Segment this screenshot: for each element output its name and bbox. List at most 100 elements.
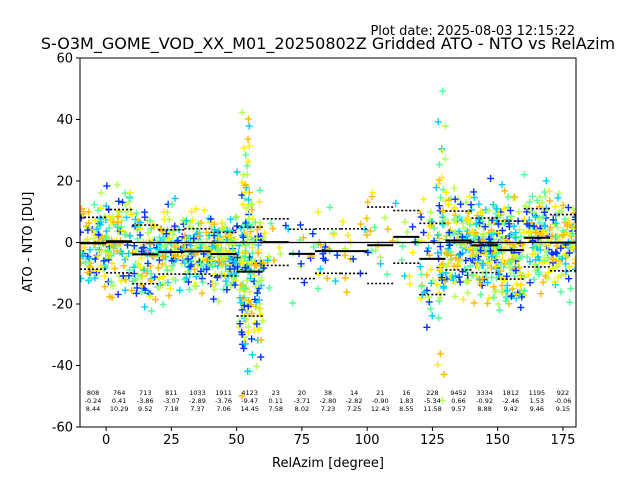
data-point	[558, 243, 566, 251]
data-point	[244, 158, 252, 165]
data-point	[424, 232, 432, 240]
data-point	[97, 218, 105, 226]
data-point	[245, 297, 253, 305]
data-point	[520, 216, 528, 223]
data-point	[114, 219, 122, 227]
data-point	[80, 252, 87, 260]
data-point	[479, 274, 487, 282]
bin-mean: -5.34	[424, 397, 441, 405]
data-point	[394, 237, 401, 245]
data-point	[247, 201, 255, 209]
data-point	[202, 244, 210, 251]
data-point	[134, 235, 142, 243]
bin-label: 808 -0.24 8.44	[85, 389, 102, 413]
data-point	[241, 264, 249, 272]
data-point	[372, 246, 380, 254]
data-point	[105, 224, 113, 232]
bin-std: 14.45	[240, 405, 259, 413]
data-point	[241, 188, 249, 196]
data-point	[248, 335, 256, 343]
data-point	[80, 275, 85, 283]
y-tick-label: 20	[56, 175, 73, 190]
bin-std: 8.44	[86, 405, 100, 413]
bin-count: 922	[557, 389, 569, 397]
data-point	[500, 205, 508, 213]
data-point	[475, 200, 483, 208]
data-point	[399, 242, 407, 250]
data-point	[435, 180, 443, 188]
data-point	[517, 304, 525, 311]
data-point	[86, 275, 94, 283]
data-point	[81, 243, 88, 251]
data-point	[236, 286, 244, 294]
data-point	[539, 226, 547, 234]
data-point	[97, 189, 105, 197]
data-point	[521, 287, 528, 295]
data-point	[158, 260, 166, 268]
data-point	[468, 252, 476, 260]
data-point	[557, 288, 565, 296]
data-point	[487, 264, 495, 272]
data-point	[565, 249, 573, 257]
data-point	[485, 294, 493, 302]
data-point	[138, 288, 146, 296]
data-point	[558, 255, 566, 263]
data-point	[441, 155, 449, 163]
data-point	[501, 260, 509, 267]
data-point	[206, 218, 214, 226]
data-point	[526, 258, 534, 266]
data-point	[130, 242, 138, 250]
data-point	[93, 225, 101, 233]
data-point	[128, 277, 136, 285]
data-point	[473, 250, 481, 258]
data-point	[191, 266, 199, 273]
y-tick-label: -60	[52, 421, 73, 436]
data-point	[245, 122, 253, 130]
data-point	[452, 216, 460, 223]
data-point	[133, 284, 141, 292]
data-point	[128, 287, 136, 294]
data-point	[486, 247, 494, 255]
data-point	[488, 253, 496, 260]
data-point	[138, 254, 145, 262]
data-point	[222, 277, 230, 285]
bin-label: 3334 -0.92 8.88	[476, 389, 493, 413]
bin-count: 14	[350, 389, 358, 397]
data-point	[182, 217, 190, 225]
data-point	[82, 258, 89, 266]
data-point	[462, 198, 470, 206]
data-point	[156, 284, 164, 292]
data-point	[482, 206, 490, 214]
data-point	[477, 247, 485, 254]
bin-mean: -0.90	[372, 397, 389, 405]
data-point	[195, 232, 202, 240]
data-point	[121, 231, 129, 239]
bin-std: 8.88	[477, 405, 491, 413]
data-point	[435, 161, 443, 168]
data-point	[192, 205, 200, 213]
data-point	[85, 262, 93, 270]
data-point	[132, 289, 140, 297]
data-point	[364, 249, 372, 256]
bin-label: 764 0.41 10.29	[110, 389, 129, 413]
data-point	[265, 284, 273, 292]
data-point	[80, 205, 85, 213]
bin-label: 38 -2.80 7.23	[320, 389, 337, 413]
data-point	[549, 216, 557, 224]
data-point	[520, 171, 528, 179]
data-point	[253, 362, 260, 370]
data-point	[416, 209, 424, 217]
data-point	[85, 277, 93, 284]
data-point	[236, 294, 244, 302]
data-point	[376, 253, 384, 261]
data-point	[535, 203, 543, 211]
data-point	[477, 280, 485, 288]
data-point	[147, 270, 155, 278]
data-point	[494, 300, 502, 308]
data-point	[234, 263, 242, 271]
data-point	[190, 235, 198, 243]
data-point	[498, 239, 506, 247]
data-point	[569, 245, 576, 253]
data-point	[126, 193, 133, 201]
